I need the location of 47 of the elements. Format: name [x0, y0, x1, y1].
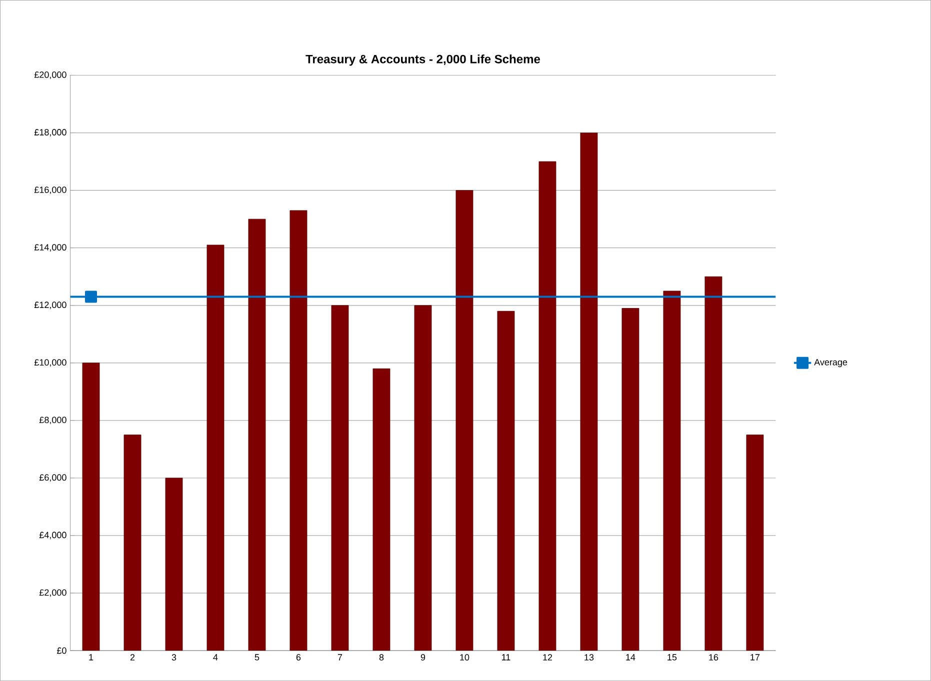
x-tick-label: 2: [130, 654, 135, 661]
x-tick-label: 8: [379, 654, 384, 661]
y-tick-label: £14,000: [34, 244, 66, 252]
bar: [746, 434, 764, 651]
y-tick-label: £18,000: [34, 129, 66, 137]
bar: [290, 210, 308, 651]
x-tick-label: 11: [502, 654, 510, 660]
y-tick-label: £12,000: [34, 302, 66, 310]
x-tick-label: 6: [296, 654, 301, 661]
x-tick-label: 16: [709, 654, 718, 661]
x-tick-label: 12: [543, 654, 552, 661]
x-tick-label: 5: [254, 654, 260, 661]
bar: [414, 305, 432, 651]
x-tick-label: 14: [626, 654, 636, 660]
y-tick-label: £4,000: [39, 532, 66, 540]
x-tick-label: 7: [338, 654, 342, 660]
y-tick-label: £0: [56, 647, 66, 654]
bar: [704, 276, 722, 651]
y-tick-label: £10,000: [34, 359, 66, 367]
y-tick-label: £6,000: [39, 474, 66, 482]
x-tick-label: 10: [460, 654, 470, 661]
y-tick-label: £16,000: [34, 186, 66, 194]
x-tick-label: 3: [172, 654, 176, 661]
x-tick-label: 15: [668, 654, 677, 661]
bar: [331, 305, 349, 651]
chart-title: Treasury & Accounts - 2,000 Life Scheme: [306, 54, 540, 66]
bar: [124, 434, 142, 651]
y-tick-label: £20,000: [34, 72, 66, 80]
x-tick-label: 17: [750, 654, 760, 660]
bar: [580, 132, 598, 651]
x-tick-label: 13: [584, 654, 594, 661]
bar: [497, 311, 515, 651]
bar: [372, 368, 390, 651]
x-tick-label: 1: [89, 654, 94, 660]
bar: [248, 218, 266, 651]
bar: [663, 290, 681, 651]
y-tick-label: £8,000: [39, 416, 66, 424]
bar: [165, 478, 183, 651]
bar: [456, 190, 474, 651]
x-tick-label: 4: [213, 654, 218, 660]
legend-label: Average: [814, 359, 848, 368]
bar: [82, 362, 100, 651]
bar: [622, 308, 640, 651]
bar: [538, 161, 556, 651]
y-tick-label: £2,000: [39, 589, 66, 597]
x-tick-label: 9: [420, 654, 426, 661]
bar: [206, 244, 224, 651]
